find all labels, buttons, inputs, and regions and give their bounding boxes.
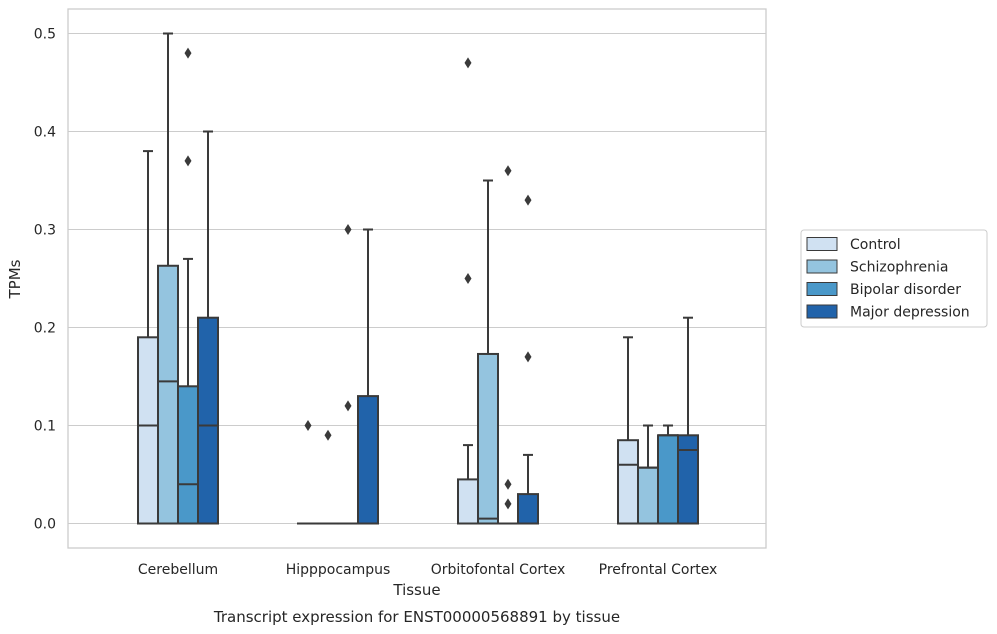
legend-label: Bipolar disorder: [850, 282, 961, 298]
box-1-3: [637, 466, 659, 525]
box-2-0: [177, 385, 199, 525]
x-tick-label: Orbitofontal Cortex: [431, 562, 566, 578]
legend-swatch: [806, 304, 838, 319]
outlier-point: [524, 194, 532, 206]
x-tick-layer: Cerebellum Hipppocampus Orbitofontal Corte…: [138, 562, 717, 578]
outlier-point: [344, 224, 352, 235]
box-3-3: [677, 434, 699, 525]
legend-swatch: [806, 259, 838, 274]
outlier-point: [504, 498, 512, 510]
box-1-0: [157, 264, 179, 525]
box-3-0: [197, 316, 219, 525]
box-0-2: [457, 478, 479, 525]
plot-frame: [67, 8, 767, 549]
x-tick-label: Hipppocampus: [286, 562, 391, 578]
legend-frame: [800, 229, 988, 328]
y-tick-label: 0.3: [34, 223, 56, 239]
outlier-point: [464, 273, 472, 284]
x-tick-label: Cerebellum: [138, 562, 218, 578]
legend-swatch: [806, 237, 838, 251]
legend-swatch: [806, 282, 838, 296]
outlier-point: [344, 400, 352, 412]
outlier-point: [184, 47, 192, 59]
box-layer: [137, 32, 699, 525]
legend-label: Schizophrenia: [850, 260, 948, 276]
y-tick-label: 0.4: [34, 125, 56, 141]
y-axis-title: TPMs: [6, 259, 24, 299]
x-axis-title: Tissue: [392, 581, 440, 599]
legend: Control Schizophrenia Bipolar disorder Majo…: [800, 229, 988, 328]
box-0-3: [617, 439, 639, 525]
legend-items: Control Schizophrenia Bipolar disorder Majo…: [806, 237, 970, 321]
outlier-point: [304, 420, 312, 431]
outlier-point: [464, 57, 472, 69]
chart-caption: Transcript expression for ENST0000056889…: [213, 608, 620, 626]
legend-label: Control: [850, 237, 901, 253]
legend-label: Major depression: [850, 305, 970, 321]
y-tick-label: 0.2: [34, 321, 56, 337]
box-1-2: [477, 352, 499, 525]
outlier-point: [324, 429, 332, 441]
outlier-point: [504, 165, 512, 177]
box-0-0: [137, 336, 159, 525]
y-tick-label: 0.0: [34, 517, 56, 533]
y-tick-label: 0.5: [34, 27, 56, 43]
y-tick-label: 0.1: [34, 419, 56, 435]
frame-layer: [67, 8, 767, 549]
outlier-point: [504, 478, 512, 490]
outlier-point: [184, 155, 192, 167]
outlier-point: [524, 351, 532, 363]
box-3-1: [357, 395, 379, 525]
x-tick-label: Prefrontal Cortex: [599, 562, 718, 578]
y-tick-layer: 0.0 0.1 0.2 0.3 0.4 0.5: [34, 27, 56, 533]
box-2-3: [657, 434, 679, 525]
box-3-2: [517, 493, 539, 525]
